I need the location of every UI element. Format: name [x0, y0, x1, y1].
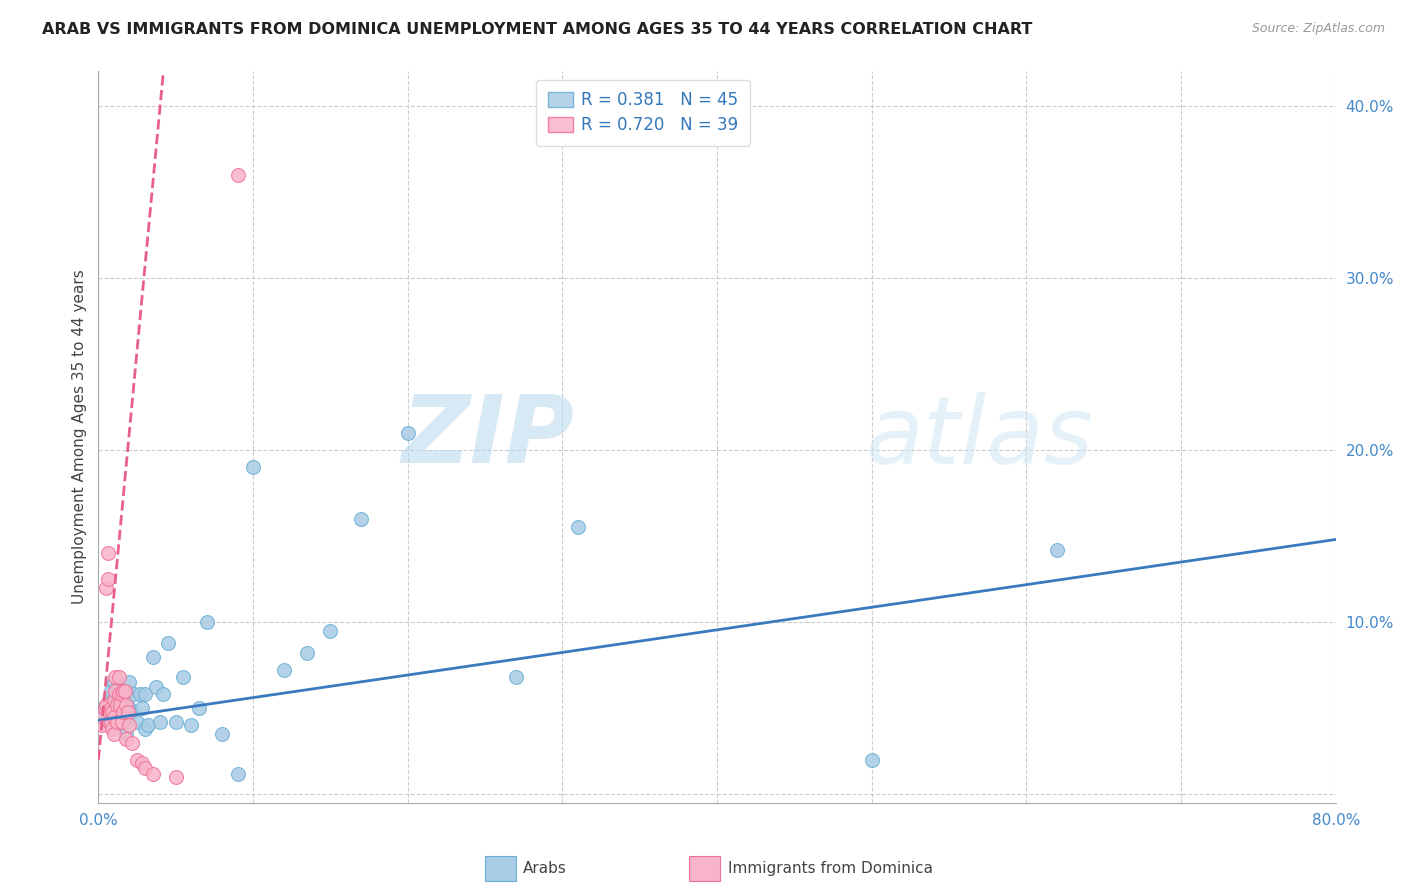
Point: [103, 718, 125, 732]
Point: [101, 705, 124, 719]
Point: [180, 718, 202, 732]
Point: [121, 705, 143, 719]
Point: [226, 766, 249, 780]
Text: ZIP: ZIP: [402, 391, 575, 483]
Point: [103, 675, 125, 690]
Point: [142, 766, 165, 780]
Point: [90, 718, 112, 732]
Point: [105, 714, 128, 729]
Point: [105, 698, 128, 712]
Text: Source: ZipAtlas.com: Source: ZipAtlas.com: [1251, 22, 1385, 36]
Point: [115, 727, 138, 741]
Point: [100, 701, 122, 715]
Point: [112, 705, 135, 719]
Point: [115, 698, 138, 712]
Point: [173, 670, 195, 684]
Point: [91, 701, 114, 715]
Point: [98, 714, 121, 729]
Point: [111, 684, 134, 698]
Point: [100, 714, 122, 729]
Point: [104, 670, 127, 684]
Point: [103, 710, 125, 724]
Point: [505, 670, 527, 684]
Point: [131, 701, 153, 715]
Point: [105, 701, 128, 715]
Text: Arabs: Arabs: [523, 862, 567, 876]
Point: [131, 756, 153, 771]
Point: [117, 705, 139, 719]
Point: [122, 687, 145, 701]
Point: [396, 425, 419, 440]
Point: [98, 705, 121, 719]
Point: [242, 460, 264, 475]
Point: [273, 663, 295, 677]
Point: [145, 681, 167, 695]
Point: [100, 684, 122, 698]
Point: [108, 698, 131, 712]
Text: atlas: atlas: [866, 392, 1094, 483]
Point: [188, 701, 211, 715]
Point: [211, 727, 233, 741]
Point: [142, 649, 165, 664]
Point: [96, 581, 118, 595]
Point: [104, 684, 127, 698]
Point: [91, 710, 114, 724]
Point: [226, 168, 249, 182]
Point: [107, 687, 129, 701]
Point: [567, 520, 589, 534]
Point: [129, 687, 152, 701]
Point: [118, 701, 141, 715]
Point: [165, 714, 187, 729]
Point: [107, 670, 129, 684]
Point: [103, 692, 125, 706]
Point: [101, 722, 124, 736]
Point: [165, 770, 187, 784]
Point: [127, 714, 149, 729]
Point: [114, 687, 136, 701]
Point: [350, 512, 373, 526]
Point: [111, 687, 134, 701]
Point: [121, 735, 143, 749]
Point: [297, 646, 319, 660]
Point: [115, 684, 138, 698]
Point: [97, 572, 120, 586]
Point: [93, 701, 115, 715]
Point: [114, 684, 136, 698]
Point: [111, 714, 134, 729]
Y-axis label: Unemployment Among Ages 35 to 44 years: Unemployment Among Ages 35 to 44 years: [72, 269, 87, 605]
Legend: R = 0.381   N = 45, R = 0.720   N = 39: R = 0.381 N = 45, R = 0.720 N = 39: [536, 79, 749, 145]
Point: [96, 710, 118, 724]
Point: [136, 718, 159, 732]
Point: [112, 684, 135, 698]
Point: [149, 714, 172, 729]
Point: [319, 624, 342, 638]
Point: [127, 753, 149, 767]
Point: [98, 692, 121, 706]
Point: [195, 615, 218, 629]
Text: ARAB VS IMMIGRANTS FROM DOMINICA UNEMPLOYMENT AMONG AGES 35 TO 44 YEARS CORRELAT: ARAB VS IMMIGRANTS FROM DOMINICA UNEMPLO…: [42, 22, 1032, 37]
Point: [134, 761, 156, 775]
Point: [152, 687, 174, 701]
Point: [115, 732, 138, 747]
Point: [157, 636, 180, 650]
Point: [860, 753, 883, 767]
Point: [118, 718, 141, 732]
Point: [118, 675, 141, 690]
Text: Immigrants from Dominica: Immigrants from Dominica: [728, 862, 934, 876]
Point: [96, 698, 118, 712]
Point: [107, 692, 129, 706]
Point: [111, 714, 134, 729]
Point: [1046, 542, 1069, 557]
Point: [103, 727, 125, 741]
Point: [97, 546, 120, 560]
Point: [134, 722, 156, 736]
Point: [134, 687, 156, 701]
